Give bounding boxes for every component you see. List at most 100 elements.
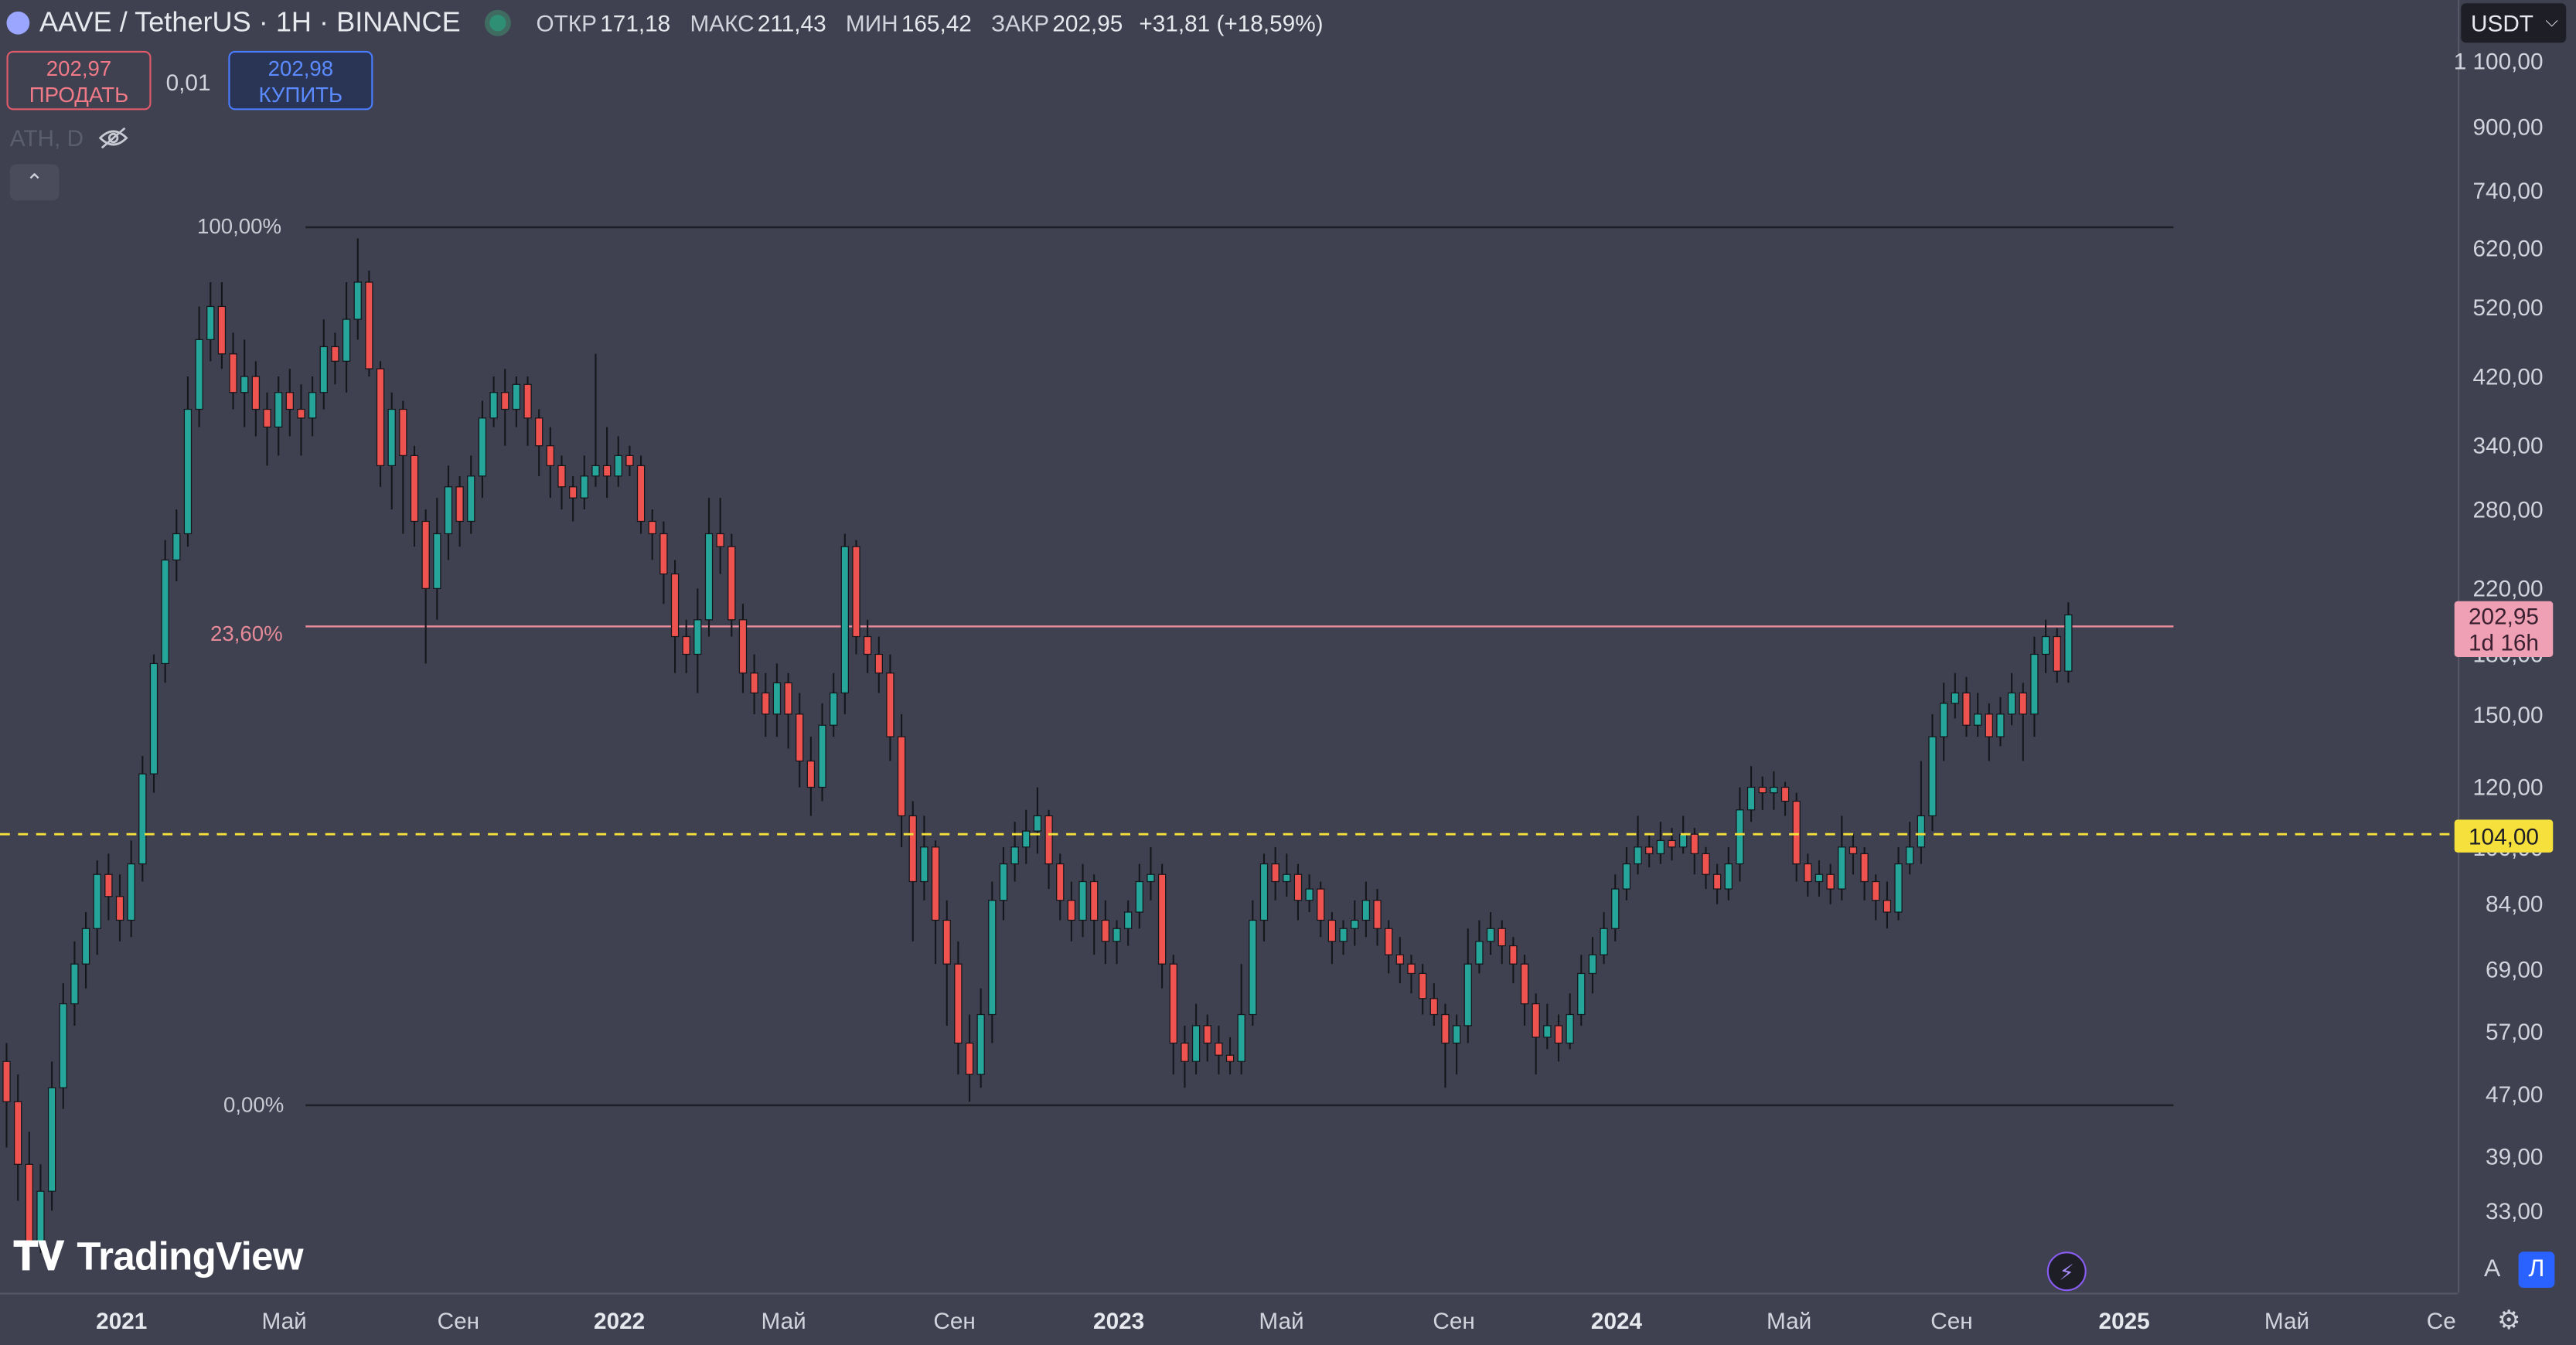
candle <box>840 533 850 714</box>
price-tick-label: 57,00 <box>2486 1018 2544 1045</box>
candle <box>206 282 215 362</box>
candle <box>297 384 305 456</box>
lightning-icon[interactable]: ⚡ <box>2046 1251 2087 1292</box>
candle <box>47 1061 56 1211</box>
candle <box>1486 912 1495 955</box>
candle <box>1917 761 1926 864</box>
candle <box>1123 900 1133 946</box>
candle <box>1894 846 1903 921</box>
candle <box>1951 672 1960 719</box>
candle <box>1520 955 1529 1026</box>
candle <box>716 498 724 574</box>
candle <box>1395 937 1405 984</box>
candle <box>1463 928 1472 1044</box>
candle <box>1271 846 1279 901</box>
log-scale-button[interactable]: Л <box>2518 1251 2555 1288</box>
candle <box>1758 776 1767 810</box>
candle <box>104 853 113 921</box>
fib-label-23-6: 23,60% <box>210 621 283 646</box>
time-tick-label: Сен <box>1930 1307 1973 1334</box>
candle <box>1849 834 1858 875</box>
market-status-icon[interactable] <box>489 15 507 32</box>
candle <box>1407 955 1416 994</box>
candle <box>1554 1014 1563 1062</box>
candle <box>1339 920 1348 955</box>
high-value: 211,43 <box>757 9 826 36</box>
low-value: 165,42 <box>901 9 972 36</box>
candle <box>1645 834 1654 868</box>
time-tick-label: Сен <box>437 1307 480 1334</box>
candle <box>1985 703 1993 761</box>
price-tick-label: 47,00 <box>2486 1081 2544 1108</box>
brand-name: TradingView <box>77 1235 303 1280</box>
candle <box>796 693 804 788</box>
candle <box>512 376 521 427</box>
candle <box>13 1074 22 1201</box>
candle <box>1577 955 1586 1026</box>
candle <box>1906 822 1914 875</box>
candle <box>1113 920 1121 965</box>
plot-area[interactable] <box>0 0 2458 1292</box>
time-tick-label: 2023 <box>1093 1307 1145 1334</box>
time-tick-label: 2021 <box>96 1307 148 1334</box>
candle <box>1838 816 1846 901</box>
candle <box>1010 822 1019 882</box>
candle <box>1044 809 1053 890</box>
candle <box>1780 781 1790 816</box>
tradingview-logo[interactable]: 𝐓𝐕 TradingView <box>13 1235 304 1282</box>
candle <box>183 376 193 547</box>
candle <box>1883 881 1892 929</box>
time-axis[interactable] <box>0 1292 2458 1345</box>
candle <box>1746 766 1756 822</box>
candle <box>1973 693 1982 737</box>
candle <box>1215 1025 1223 1074</box>
candle <box>1475 920 1484 974</box>
candle <box>467 455 475 534</box>
candle <box>1724 846 1733 901</box>
candle <box>455 475 464 547</box>
candle <box>762 672 770 737</box>
candle <box>1022 809 1031 864</box>
time-tick-label: 2025 <box>2098 1307 2150 1334</box>
candle <box>693 588 702 693</box>
indicator-label[interactable]: ATH, D <box>9 124 84 152</box>
candle <box>1203 1014 1211 1062</box>
hidden-eye-icon[interactable] <box>97 127 130 150</box>
candle <box>1293 863 1303 921</box>
candle <box>636 455 646 534</box>
candle <box>1351 900 1359 946</box>
sell-button[interactable]: 202,97 ПРОДАТЬ <box>6 50 152 111</box>
candle <box>1622 846 1631 901</box>
candle <box>1588 937 1597 994</box>
candle <box>433 498 441 620</box>
fibonacci-retracement[interactable] <box>305 226 2174 1107</box>
symbol-legend: AAVE / TetherUS · 1H · BINANCE ОТКР 171,1… <box>6 6 1324 40</box>
candle <box>274 376 283 456</box>
candle <box>863 619 872 673</box>
candle <box>161 540 169 683</box>
currency-selector[interactable]: USDT ⌵ <box>2461 3 2567 43</box>
price-tick-label: 120,00 <box>2472 774 2544 801</box>
auto-scale-button[interactable]: A <box>2483 1255 2501 1283</box>
candle <box>920 816 929 901</box>
symbol-title[interactable]: AAVE / TetherUS · 1H · BINANCE <box>39 6 461 38</box>
candle <box>1509 937 1518 984</box>
last-price-tag: 202,95 1d 16h <box>2454 601 2554 657</box>
time-tick-label: Май <box>1259 1307 1304 1334</box>
candle <box>1078 863 1087 938</box>
collapse-legend-button[interactable]: ⌃ <box>9 164 60 201</box>
candle <box>1611 874 1620 942</box>
candle <box>1600 912 1608 965</box>
candle <box>342 282 351 393</box>
candle <box>1317 881 1325 938</box>
candle <box>138 756 147 882</box>
candle <box>1056 853 1065 921</box>
candle <box>897 713 906 847</box>
bar-countdown: 1d 16h <box>2468 628 2539 655</box>
aave-coin-icon <box>6 11 30 35</box>
gear-icon[interactable]: ⚙ <box>2497 1307 2521 1336</box>
candle <box>580 455 588 510</box>
candle <box>954 941 963 1074</box>
buy-button[interactable]: 202,98 КУПИТЬ <box>228 50 373 111</box>
candle <box>772 663 782 737</box>
